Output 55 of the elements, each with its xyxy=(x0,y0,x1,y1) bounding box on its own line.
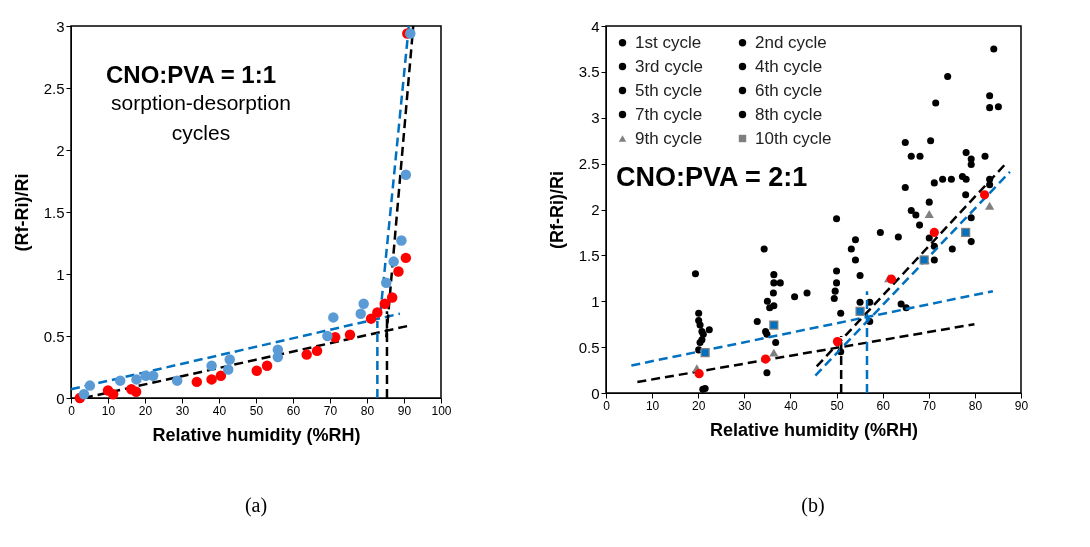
x-tick-label: 30 xyxy=(175,403,190,418)
x-tick-label: 20 xyxy=(138,403,153,418)
y-tick-label: 1.5 xyxy=(43,203,65,221)
y-axis-title: (Rf-Ri)/Ri xyxy=(546,171,567,249)
x-axis-title: Relative humidity (%RH) xyxy=(152,424,361,445)
y-axis-title: (Rf-Ri)/Ri xyxy=(11,173,32,252)
x-tick-label: 30 xyxy=(738,398,752,413)
x-tick-label: 70 xyxy=(323,403,338,418)
annotation: sorption-desorption cycles xyxy=(111,91,291,144)
x-tick-label: 90 xyxy=(397,403,412,418)
x-tick-label: 40 xyxy=(212,403,227,418)
x-tick-label: 80 xyxy=(360,403,375,418)
x-tick-label: 10 xyxy=(101,403,116,418)
x-tick-label: 0 xyxy=(68,403,76,418)
y-tick-label: 0.5 xyxy=(578,338,600,356)
legend-label: 10th cycle xyxy=(755,128,832,148)
legend-label: 5th cycle xyxy=(635,80,703,100)
legend-label: 4th cycle xyxy=(755,56,823,76)
x-axis-title: Relative humidity (%RH) xyxy=(709,419,919,440)
x-tick-label: 70 xyxy=(922,398,937,413)
y-tick-label: 4 xyxy=(591,17,600,35)
x-tick-label: 60 xyxy=(286,403,301,418)
y-tick-label: 3 xyxy=(56,17,65,35)
y-tick-label: 2 xyxy=(56,141,65,159)
y-tick-label: 0 xyxy=(591,384,600,402)
x-tick-label: 40 xyxy=(784,398,798,413)
x-tick-label: 50 xyxy=(830,398,845,413)
x-tick-label: 90 xyxy=(1014,398,1029,413)
legend-label: 2nd cycle xyxy=(755,32,827,52)
y-tick-label: 2.5 xyxy=(578,155,600,173)
y-tick-label: 2.5 xyxy=(43,79,65,97)
legend-label: 8th cycle xyxy=(755,104,823,124)
x-tick-label: 60 xyxy=(876,398,891,413)
annotation: CNO:PVA = 1:1 xyxy=(105,61,277,88)
x-tick-label: 10 xyxy=(645,398,660,413)
x-tick-label: 100 xyxy=(431,403,452,418)
legend-label: 6th cycle xyxy=(755,80,823,100)
x-tick-label: 0 xyxy=(603,398,611,413)
legend-label: 9th cycle xyxy=(635,128,703,148)
y-tick-label: 2 xyxy=(591,201,600,218)
y-tick-label: 1.5 xyxy=(578,246,600,264)
x-tick-label: 20 xyxy=(692,398,706,413)
y-tick-label: 3 xyxy=(591,109,600,127)
x-tick-label: 50 xyxy=(249,403,264,418)
text: (a) xyxy=(244,494,268,517)
y-tick-label: 3.5 xyxy=(578,63,600,81)
legend-label: 7th cycle xyxy=(635,104,703,124)
text: (b) xyxy=(801,494,825,517)
y-tick-label: 1 xyxy=(56,265,65,283)
legend-label: 1st cycle xyxy=(635,32,702,52)
x-tick-label: 80 xyxy=(968,398,983,413)
annotation: CNO:PVA = 2:1 xyxy=(616,162,808,192)
legend-label: 3rd cycle xyxy=(635,56,704,76)
y-tick-label: 1 xyxy=(591,292,600,310)
y-tick-label: 0.5 xyxy=(43,327,65,345)
